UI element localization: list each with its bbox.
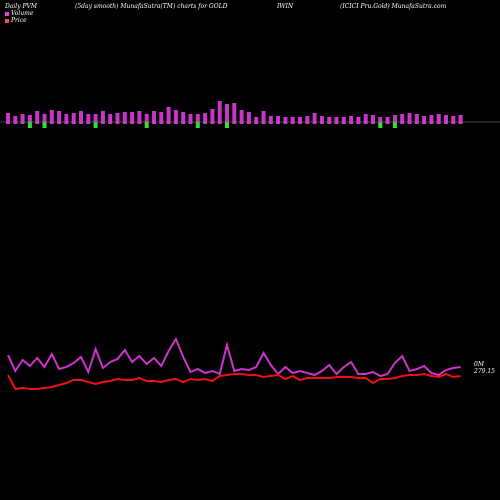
volume-bar: [422, 116, 427, 124]
legend-volume-swatch: [5, 11, 9, 16]
volume-bar: [100, 111, 105, 124]
volume-bars: [6, 101, 463, 128]
volume-bar: [436, 114, 441, 124]
volume-bar-down: [225, 122, 229, 128]
volume-bar: [93, 114, 98, 122]
volume-bar: [444, 115, 448, 124]
volume-bar: [152, 111, 156, 124]
header-left: Daily PVM: [5, 3, 38, 10]
volume-bar: [290, 117, 295, 124]
volume-bar: [341, 117, 346, 124]
volume-bar: [64, 114, 69, 124]
volume-bar: [319, 116, 324, 124]
volume-bar: [312, 113, 317, 124]
volume-bar: [188, 114, 193, 124]
volume-bar: [400, 114, 405, 124]
volume-bar: [166, 107, 171, 124]
volume-bar: [225, 104, 229, 122]
legend-price-label: Price: [11, 17, 27, 24]
volume-bar: [181, 112, 186, 124]
volume-bar: [349, 116, 354, 124]
volume-bar: [356, 117, 361, 124]
volume-bar: [57, 111, 62, 124]
legend-price-swatch: [5, 18, 9, 23]
volume-bar: [378, 117, 383, 122]
volume-bar-down: [195, 122, 200, 128]
price-series-line: [7, 372, 461, 391]
volume-bar: [137, 111, 142, 124]
volume-bar: [86, 114, 91, 124]
volume-bar: [458, 115, 463, 124]
volume-bar: [407, 113, 412, 124]
volume-bar: [371, 115, 375, 124]
volume-bar-down: [42, 122, 47, 128]
legend-volume: Volume: [5, 10, 33, 17]
volume-bar-down: [392, 122, 397, 128]
volume-bar: [108, 114, 113, 124]
volume-bar-down: [378, 122, 383, 128]
volume-bar-down: [27, 122, 32, 128]
volume-bar: [363, 114, 368, 124]
volume-bar: [159, 112, 164, 124]
volume-bar: [239, 110, 244, 124]
volume-bar: [71, 113, 76, 124]
volume-bar: [42, 114, 47, 122]
volume-bar: [254, 117, 259, 124]
volume-bar: [13, 116, 18, 124]
volume-bar: [261, 111, 266, 124]
volume-bar: [276, 116, 281, 124]
volume-series-line: [7, 336, 461, 378]
volume-bar: [49, 110, 54, 124]
volume-bar: [210, 109, 215, 124]
volume-bar: [6, 113, 10, 124]
volume-bar: [334, 117, 339, 124]
volume-bar: [385, 117, 390, 124]
volume-bar: [232, 103, 237, 124]
header-symbol: IWIN: [277, 3, 294, 10]
volume-bar: [20, 114, 25, 124]
header-smooth: (5day smooth) MunafaSutra(TM) charts for…: [75, 3, 228, 10]
volume-bar: [115, 113, 120, 124]
right-price-label: 279.15: [474, 368, 495, 375]
volume-bar: [144, 114, 149, 122]
volume-bar: [203, 113, 208, 124]
volume-bar: [298, 117, 302, 124]
right-volume-label: 0M: [474, 361, 484, 368]
volume-bar: [246, 112, 251, 124]
volume-bar: [414, 114, 419, 124]
volume-bar: [35, 111, 40, 124]
volume-bar: [283, 117, 288, 124]
volume-bar: [27, 115, 32, 122]
volume-bar: [392, 115, 397, 122]
header-company: (ICICI Pru.Gold) MunafaSutra.com: [340, 3, 447, 10]
volume-bar: [195, 114, 200, 122]
volume-bar: [130, 112, 135, 124]
legend-volume-label: Volume: [11, 10, 34, 17]
volume-bar: [79, 111, 83, 124]
volume-bar: [429, 115, 434, 124]
volume-bar: [268, 116, 273, 124]
legend-price: Price: [5, 17, 27, 24]
volume-bar: [327, 117, 332, 124]
volume-bar-down: [144, 122, 149, 128]
volume-bar: [451, 116, 456, 124]
volume-bar: [217, 101, 222, 124]
volume-bar: [173, 110, 178, 124]
volume-bar: [122, 112, 127, 124]
volume-bar-down: [93, 122, 98, 128]
volume-bar: [305, 116, 310, 124]
